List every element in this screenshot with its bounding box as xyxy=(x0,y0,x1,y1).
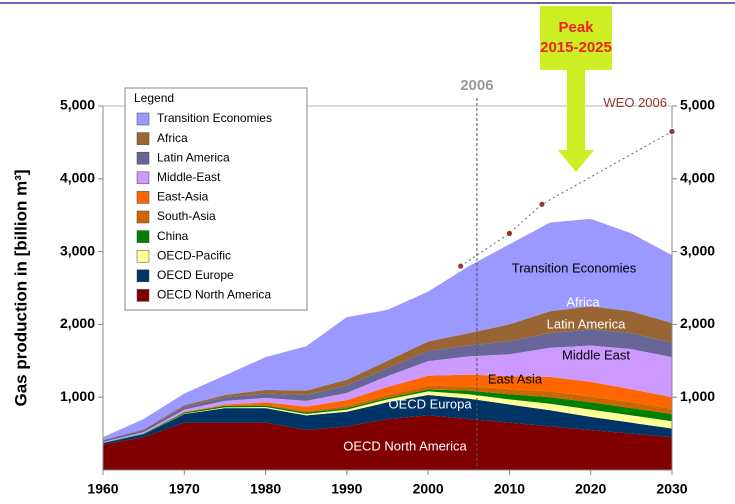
y2-tick-label: 2,000 xyxy=(680,315,715,331)
legend-swatch xyxy=(136,171,150,185)
legend-label: Middle-East xyxy=(157,170,221,184)
area xyxy=(103,415,672,470)
y-tick-label: 4,000 xyxy=(60,170,95,186)
legend-swatch xyxy=(136,289,150,302)
legend-title: Legend xyxy=(134,91,174,105)
x-tick-label: 2000 xyxy=(413,481,444,497)
legend-label: South-Asia xyxy=(157,209,216,223)
area xyxy=(103,385,672,443)
plot-area xyxy=(98,105,677,475)
legend-label: OECD North America xyxy=(157,288,271,302)
area-label: Middle East xyxy=(562,347,630,362)
area-label: OECD Europa xyxy=(388,396,472,411)
x-tick-label: 1970 xyxy=(169,481,200,497)
forecast-label: WEO 2006 xyxy=(603,95,667,110)
area-label: Latin America xyxy=(547,316,627,331)
legend-label: Africa xyxy=(157,131,188,145)
y-tick-label: 2,000 xyxy=(60,315,95,331)
forecast-point xyxy=(506,229,513,237)
y2-tick-label: 1,000 xyxy=(680,388,715,404)
legend-label: OECD-Pacific xyxy=(157,248,231,262)
forecast-line xyxy=(460,131,673,267)
y-tick-label: 3,000 xyxy=(60,242,95,258)
forecast-point xyxy=(457,262,465,270)
area-label: Transition Economies xyxy=(512,260,637,275)
legend-label: OECD Europe xyxy=(157,268,234,282)
legend-swatch xyxy=(136,132,150,145)
x-tick-label: 2010 xyxy=(494,481,525,497)
peak-range: 2015-2025 xyxy=(540,39,612,56)
legend-swatch xyxy=(136,112,150,126)
peak-title: Peak xyxy=(558,19,594,36)
x-tick-label: 1980 xyxy=(250,481,281,497)
x-tick-label: 2020 xyxy=(575,481,606,497)
y2-tick-label: 4,000 xyxy=(680,170,715,186)
legend-label: East-Asia xyxy=(157,190,209,204)
forecast-point xyxy=(538,200,546,208)
area xyxy=(103,329,672,442)
peak-arrow-shape xyxy=(540,6,612,172)
legend-swatch xyxy=(136,151,150,165)
area xyxy=(103,345,672,443)
legend-label: Transition Economies xyxy=(157,111,272,125)
legend-label: Latin America xyxy=(157,150,230,164)
area xyxy=(103,374,672,443)
forecast-point xyxy=(668,128,676,135)
y2-tick-label: 3,000 xyxy=(680,242,715,258)
marker-label: 2006 xyxy=(460,77,493,94)
area xyxy=(103,395,672,445)
x-tick-label: 2030 xyxy=(656,481,687,497)
legend-swatch xyxy=(136,249,150,263)
legend-box xyxy=(124,87,308,311)
legend-label: China xyxy=(157,229,189,243)
area xyxy=(103,391,672,444)
x-tick-label: 1990 xyxy=(331,481,362,497)
area-label: Africa xyxy=(566,294,600,309)
legend-swatch xyxy=(136,230,150,243)
area xyxy=(103,306,672,441)
y-tick-label: 1,000 xyxy=(60,388,95,404)
area xyxy=(103,218,672,441)
y2-tick-label: 5,000 xyxy=(680,97,715,113)
legend-swatch xyxy=(136,269,150,283)
area-label: East Asia xyxy=(488,371,543,386)
legend-swatch xyxy=(136,210,150,224)
y-tick-label: 5,000 xyxy=(60,97,95,113)
y-axis-title: Gas production in [billion m³] xyxy=(11,169,30,406)
area-label: OECD North America xyxy=(343,438,467,453)
legend-swatch xyxy=(136,191,150,204)
x-tick-label: 1960 xyxy=(87,481,118,497)
legend: Legend Transition Economies Africa Latin A… xyxy=(124,87,308,311)
peak-arrow: Peak 2015-2025 xyxy=(540,6,612,172)
